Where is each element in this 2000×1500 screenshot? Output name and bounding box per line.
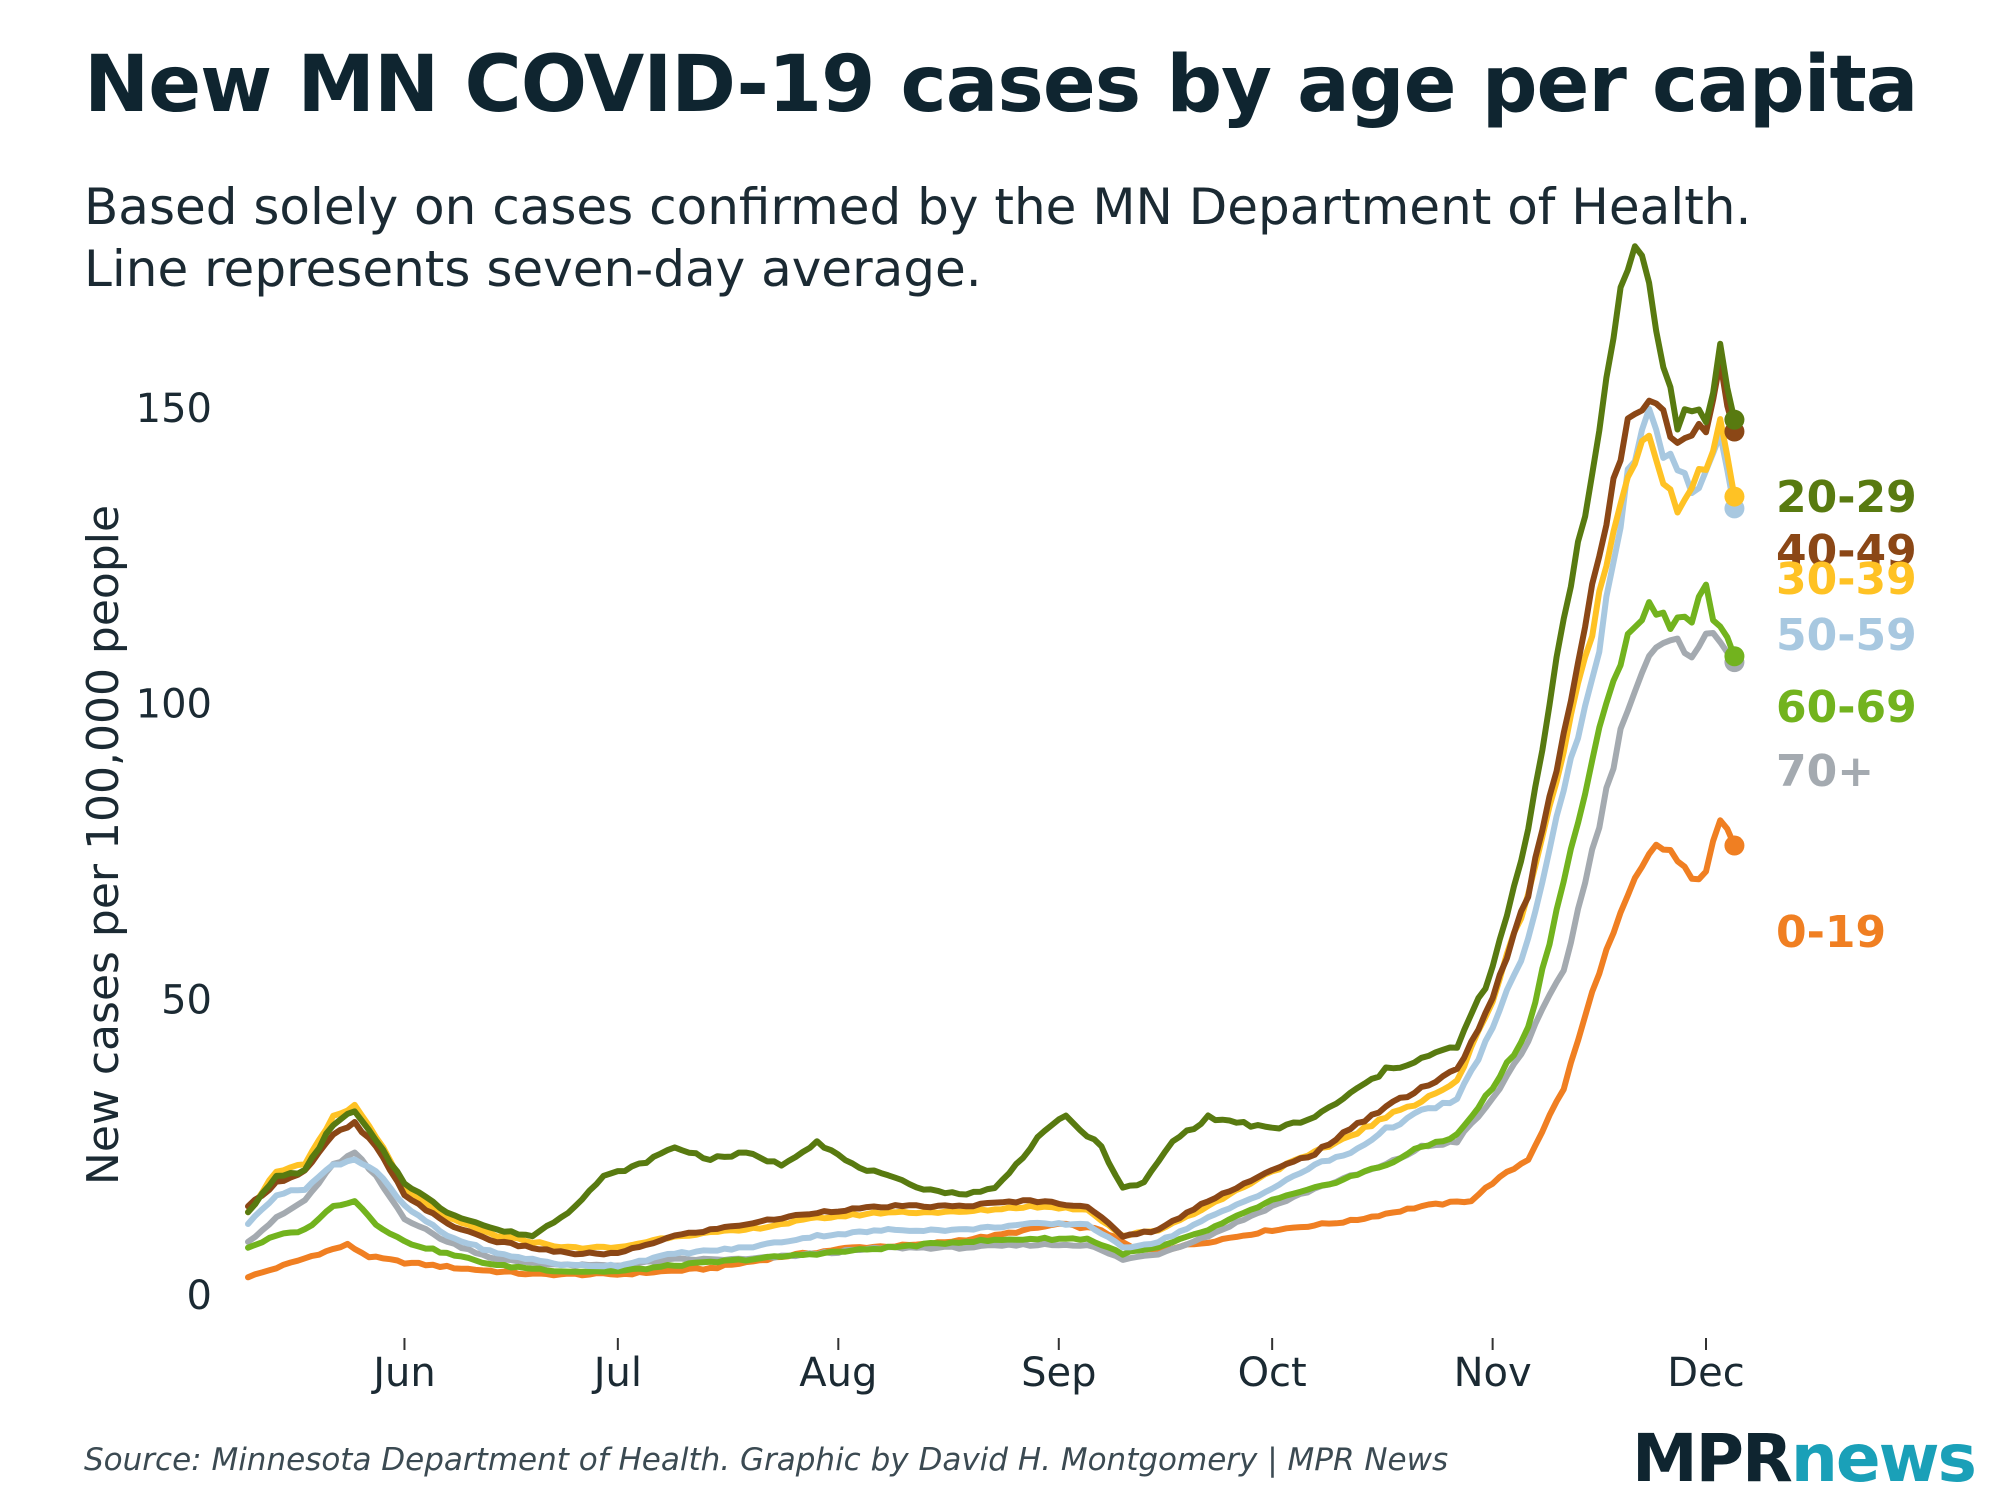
x-tick-Sep: Sep xyxy=(1021,1350,1096,1396)
series-end-dot-0-19 xyxy=(1724,835,1745,856)
x-tick-Nov: Nov xyxy=(1454,1350,1532,1396)
x-tick-Oct: Oct xyxy=(1238,1350,1307,1396)
end-label-50-59: 50-59 xyxy=(1776,610,1917,661)
series-line-70plus xyxy=(245,630,1738,1269)
series-line-40-49 xyxy=(245,358,1738,1258)
x-tick-Dec: Dec xyxy=(1667,1350,1744,1396)
series-line-0-19 xyxy=(245,817,1738,1281)
y-tick-150: 150 xyxy=(136,386,212,432)
series-end-dot-20-29 xyxy=(1724,409,1745,430)
end-label-30-39: 30-39 xyxy=(1776,554,1917,605)
x-tick-Jul: Jul xyxy=(591,1350,642,1396)
logo-mpr: MPR xyxy=(1632,1420,1793,1497)
y-axis: 0 50 100 150 xyxy=(136,386,212,1319)
chart-subtitle: Based solely on cases confirmed by the M… xyxy=(84,176,1751,300)
y-tick-50: 50 xyxy=(161,977,212,1023)
series-line-50-59 xyxy=(245,405,1738,1270)
x-axis: Jun Jul Aug Sep Oct Nov Dec xyxy=(370,1338,1745,1396)
x-tick-Aug: Aug xyxy=(799,1350,877,1396)
series-end-dot-30-39 xyxy=(1724,486,1745,507)
subtitle-line-2: Line represents seven-day average. xyxy=(84,240,982,298)
series-line-30-39 xyxy=(245,416,1738,1252)
end-label-0-19: 0-19 xyxy=(1776,907,1886,958)
end-label-70plus: 70+ xyxy=(1776,746,1874,797)
series-end-dot-60-69 xyxy=(1724,646,1745,667)
source-note: Source: Minnesota Department of Health. … xyxy=(84,1442,1449,1478)
chart-title: New MN COVID-19 cases by age per capita xyxy=(84,40,1918,130)
end-label-60-69: 60-69 xyxy=(1776,682,1917,733)
end-label-20-29: 20-29 xyxy=(1776,472,1917,523)
y-tick-0: 0 xyxy=(187,1273,212,1319)
y-tick-100: 100 xyxy=(136,682,212,728)
series-lines xyxy=(245,243,1745,1281)
series-line-60-69 xyxy=(245,581,1738,1275)
end-label-40-49: 40-49 xyxy=(1776,526,1917,577)
subtitle-line-1: Based solely on cases confirmed by the M… xyxy=(84,178,1752,236)
x-tick-Jun: Jun xyxy=(370,1350,436,1396)
y-axis-label: New cases per 100,000 people xyxy=(78,505,129,1185)
mpr-news-logo: MPRnews xyxy=(1632,1420,1977,1497)
logo-news: news xyxy=(1790,1420,1977,1497)
series-line-20-29 xyxy=(245,243,1738,1240)
